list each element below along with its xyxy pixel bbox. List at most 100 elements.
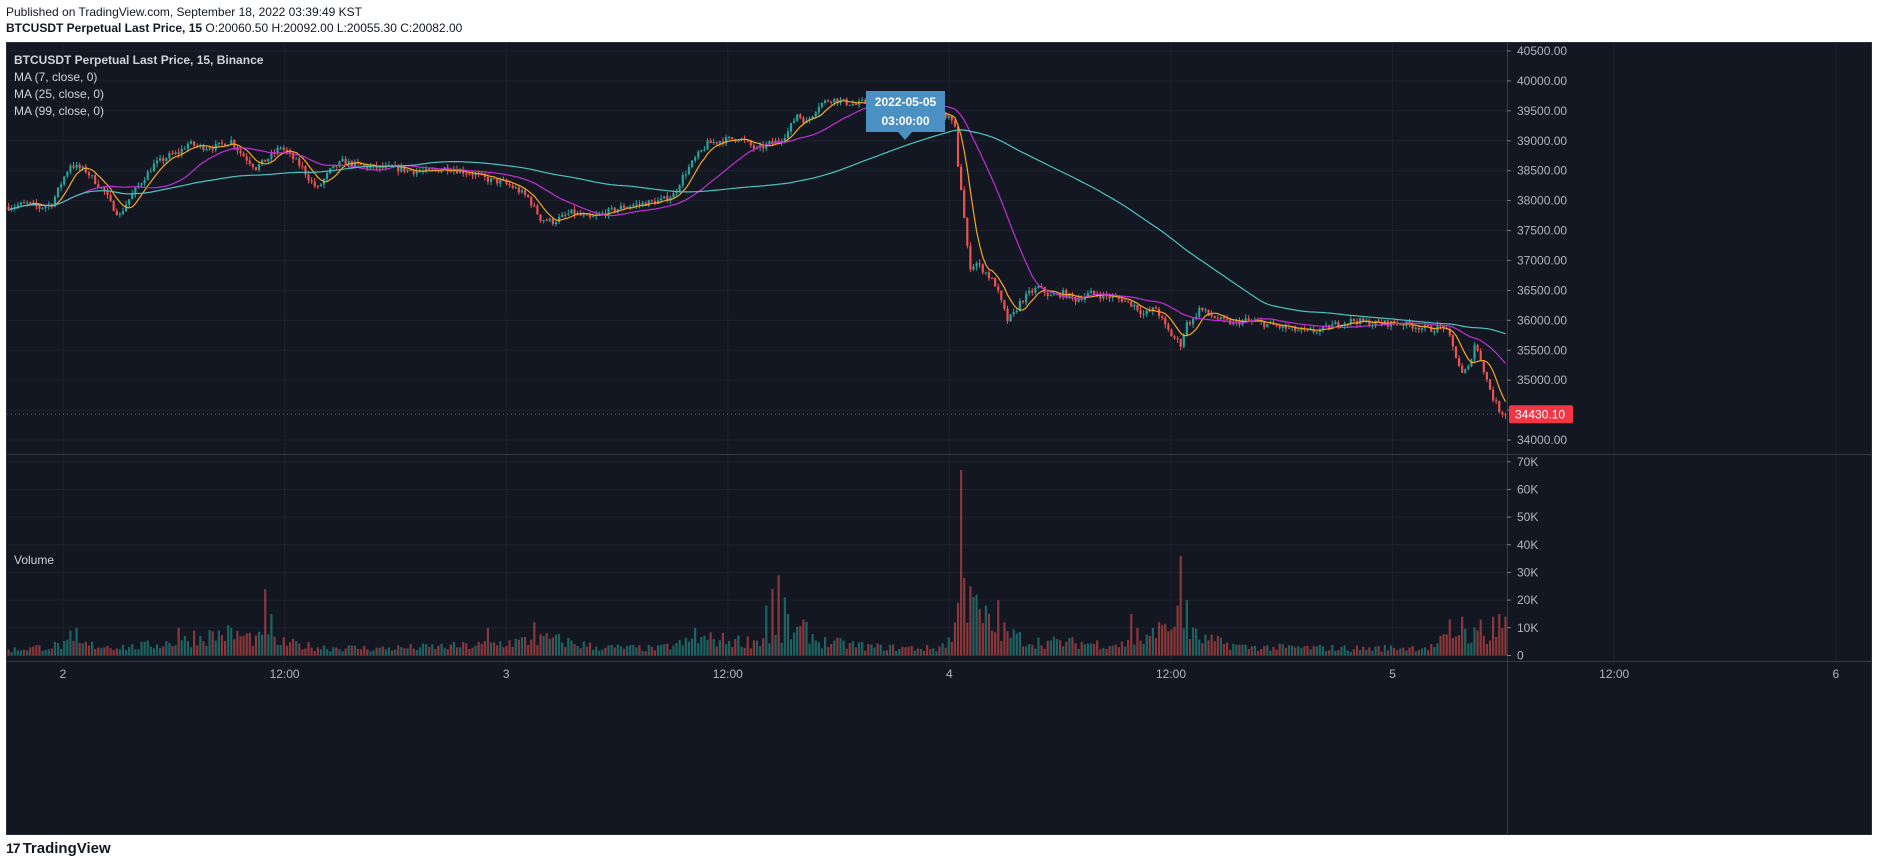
volume-bar [322,645,326,656]
candle-body [90,175,94,177]
volume-bar [990,630,994,656]
volume-bar [1318,644,1321,656]
volume-bar [1043,648,1046,656]
volume-bar [171,646,174,656]
publish-header: Published on TradingView.com, September … [6,4,462,36]
price-tick-label: 38000.00 [1517,194,1567,208]
candle-body [159,158,162,161]
volume-bar [360,649,363,656]
candle-body [1504,414,1507,416]
candle-body [486,177,490,182]
volume-bar [319,649,322,656]
volume-bar [477,641,480,656]
candle-body [687,166,691,175]
volume-bar [449,644,452,656]
candle-body [319,184,322,187]
volume-bar [1427,650,1430,656]
volume-bar [644,651,647,656]
candle-body [313,181,316,187]
volume-tick-label: 50K [1517,510,1538,524]
volume-bar [687,641,691,656]
volume-bar [1315,646,1318,656]
candle-body [1451,335,1454,347]
candle-body [1164,317,1167,325]
candle-body [975,263,978,267]
legend-ma25[interactable]: MA (25, close, 0) [14,87,105,101]
volume-bar [356,648,360,656]
candle-body [1334,322,1337,325]
candle-body [165,158,168,161]
time-tick-label: 12:00 [1156,667,1186,681]
volume-bar [1266,645,1269,656]
candle-body [1167,324,1170,330]
volume-bar [78,642,81,656]
candle-body [109,195,112,201]
tradingview-footer[interactable]: 17 TradingView [6,838,111,858]
candle-body [242,153,245,157]
volume-bar [159,648,162,656]
candle-body [1492,389,1495,401]
candle-body [851,104,854,106]
volume-bar [638,645,641,656]
price-tick-label: 36500.00 [1517,283,1567,297]
candle-body [1185,322,1188,336]
volume-bar [118,649,121,656]
volume-bar [1108,646,1111,656]
volume-bar [1229,649,1232,656]
candle-body [508,183,511,186]
candle-body [115,210,118,215]
volume-bar [1383,645,1386,656]
candle-body [1297,330,1300,332]
chart-canvas[interactable]: 34000.0034500.0035000.0035500.0036000.00… [7,43,1871,834]
volume-bar [919,648,922,656]
volume-bar [81,643,84,656]
grid [7,43,1837,661]
volume-bar [1386,650,1390,656]
legend-ma7[interactable]: MA (7, close, 0) [14,70,98,84]
volume-bar [329,651,332,656]
candle-body [378,165,381,169]
candle-body [230,140,233,145]
candle-body [387,165,391,167]
candle-body [1089,290,1093,294]
tradingview-logo-icon: 17 [6,840,21,856]
candle-body [44,206,47,208]
volume-bar [802,619,805,656]
volume-bar [827,647,830,656]
volume-bar [1355,645,1359,656]
legend-title[interactable]: BTCUSDT Perpetual Last Price, 15, Binanc… [14,53,264,67]
candle-body [1247,318,1250,321]
volume-bar [50,648,53,656]
volume-bar [830,643,833,656]
price-tick-label: 34000.00 [1517,433,1567,447]
volume-bar [146,640,149,656]
chart-frame[interactable]: 34000.0034500.0035000.0035500.0036000.00… [6,42,1872,835]
candle-body [26,202,29,204]
volume-bar [273,636,276,656]
candle-body [140,183,143,186]
volume-bar [854,647,858,656]
volume-bar [1226,642,1229,656]
volume-pane-label[interactable]: Volume [14,553,55,567]
candle-body [1411,324,1414,329]
volume-bar [1198,639,1201,656]
legend-ma99[interactable]: MA (99, close, 0) [14,104,105,118]
volume-bar [663,644,666,656]
volume-bar [1473,627,1476,656]
volume-bar [418,647,421,656]
volume-bar [836,637,839,656]
candle-body [752,145,755,149]
candle-body [310,180,313,182]
candle-body [1430,326,1433,332]
volume-bar [941,643,944,656]
candle-body [820,102,824,107]
volume-bar [60,648,63,656]
candle-body [186,143,190,149]
candle-body [854,104,858,106]
volume-bar [1188,639,1192,656]
volume-bar [536,645,539,656]
candle-body [1464,369,1467,373]
volume-bar [338,649,341,656]
published-line: Published on TradingView.com, September … [6,5,363,19]
candle-body [285,149,288,152]
